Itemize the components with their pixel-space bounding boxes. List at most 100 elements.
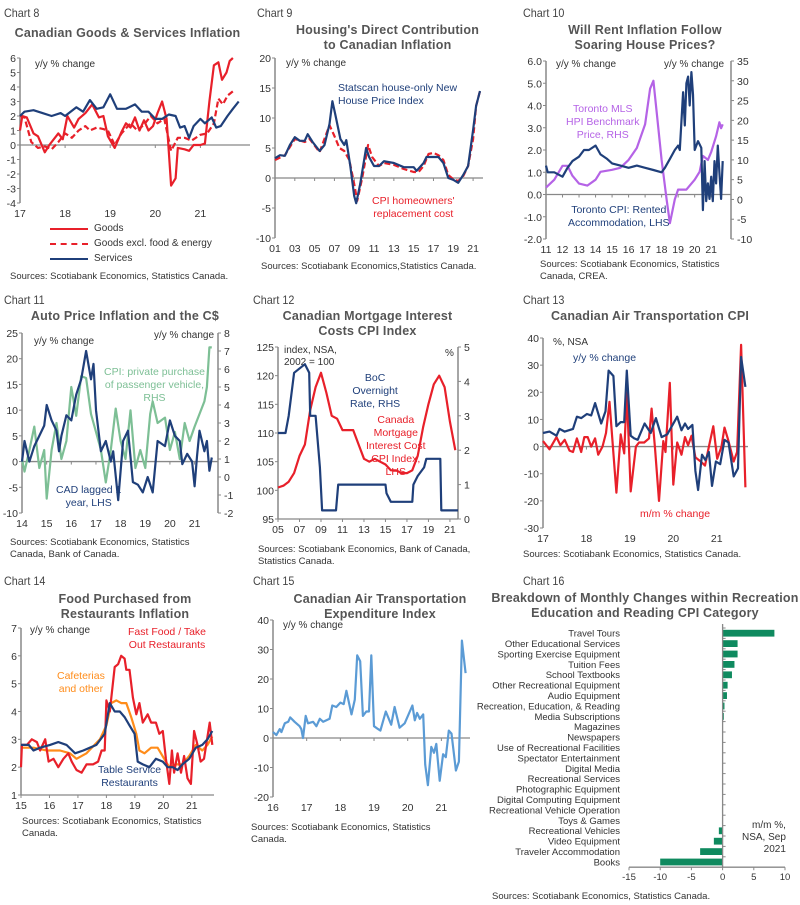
c13-y-tick-label: -10 bbox=[524, 469, 539, 481]
c8-y-tick-label: 1 bbox=[10, 126, 16, 138]
chart-9-source: Sources: Scotiabank Economics,Statistics… bbox=[261, 261, 477, 272]
c10-x-tick-label: 16 bbox=[623, 244, 635, 256]
c8-y-tick-label: 3 bbox=[10, 97, 16, 109]
c11-y2-tick-label: 3 bbox=[224, 418, 230, 430]
c8-y-tick-label: -2 bbox=[7, 169, 16, 181]
c10-y-tick-label: 0.0 bbox=[527, 190, 542, 202]
chart-15-label: Chart 15 bbox=[253, 574, 295, 588]
chart-16-title: Breakdown of Monthly Changes within Recr… bbox=[491, 591, 799, 620]
c15-x-tick-label: 18 bbox=[335, 802, 347, 814]
chart-12-label: Chart 12 bbox=[253, 293, 295, 307]
chart-10-unit-right: y/y % change bbox=[664, 59, 725, 70]
chart-12-mortgage-label: Canada Mortgage Interest Cost CPI Index,… bbox=[366, 414, 426, 478]
category-label: Digital Computing Equipment bbox=[497, 795, 620, 806]
chart-8-label: Chart 8 bbox=[4, 6, 40, 20]
chart-15-title: Canadian Air Transportation Expenditure … bbox=[293, 592, 467, 621]
c14-x-tick-label: 17 bbox=[72, 800, 84, 812]
c12-x-tick-label: 19 bbox=[423, 524, 435, 536]
c10-x-tick-label: 21 bbox=[705, 244, 717, 256]
c12-x-tick-label: 11 bbox=[337, 524, 348, 536]
c14-x-tick-label: 18 bbox=[101, 800, 113, 812]
chart-15-source: Sources: Scotiabank Economics, Statistic… bbox=[251, 822, 431, 845]
chart-10-label: Chart 10 bbox=[523, 6, 565, 20]
c13-series-line-1 bbox=[542, 355, 747, 492]
c9-y-tick-label: 10 bbox=[259, 113, 271, 125]
chart-14-fastfood-label: Fast Food / Take Out Restaurants bbox=[128, 626, 207, 651]
c14-x-tick-label: 15 bbox=[15, 800, 27, 812]
chart-13-yy-label: y/y % change bbox=[573, 352, 637, 364]
c9-y-tick-label: 5 bbox=[265, 143, 271, 155]
c12-y2-tick-label: 5 bbox=[464, 342, 470, 354]
chart-11-unit-right: y/y % change bbox=[154, 330, 215, 341]
c14-y-tick-label: 7 bbox=[11, 623, 17, 635]
c11-x-tick-label: 20 bbox=[164, 518, 176, 530]
chart-12-boc-label: BoC Overnight Rate, RHS bbox=[350, 372, 401, 410]
c8-y-tick-label: 0 bbox=[10, 140, 16, 152]
c11-y-tick-label: 10 bbox=[6, 405, 18, 417]
c15-x-tick-label: 20 bbox=[402, 802, 414, 814]
bar-1 bbox=[722, 640, 738, 647]
c14-series-line-2 bbox=[21, 701, 214, 772]
c11-y2-tick-label: 1 bbox=[224, 454, 230, 466]
category-label: Toys & Games bbox=[558, 816, 620, 827]
c15-y-tick-label: 40 bbox=[257, 615, 269, 627]
chart-11-cpi-label: CPI: private purchase of passenger vehic… bbox=[104, 366, 205, 404]
category-label: Newspapers bbox=[567, 733, 620, 744]
category-label: Digital Media bbox=[565, 764, 621, 775]
c9-x-tick-label: 15 bbox=[408, 243, 420, 255]
c11-x-tick-label: 16 bbox=[65, 518, 77, 530]
c11-y2-tick-label: -1 bbox=[224, 490, 233, 502]
c15-series-line-0 bbox=[272, 639, 467, 787]
c9-series-line-1 bbox=[274, 90, 482, 205]
category-label: Audio Equipment bbox=[548, 691, 621, 702]
chart-13-label: Chart 13 bbox=[523, 293, 565, 307]
c10-x-tick-label: 15 bbox=[606, 244, 618, 256]
c10-x-tick-label: 17 bbox=[639, 244, 651, 256]
c11-y-tick-label: -10 bbox=[3, 508, 18, 520]
c13-y-tick-label: 30 bbox=[527, 360, 539, 372]
c10-y-tick-label: 6.0 bbox=[527, 56, 542, 68]
chart-14-title: Food Purchased from Restaurants Inflatio… bbox=[58, 592, 192, 621]
c9-x-tick-label: 05 bbox=[309, 243, 321, 255]
c12-x-tick-label: 15 bbox=[380, 524, 392, 536]
c12-series-line-1 bbox=[278, 363, 458, 512]
chart-10-source: Sources: Scotiabank Economics, Statistic… bbox=[540, 259, 720, 282]
c12-y-tick-label: 125 bbox=[256, 342, 274, 354]
c9-series-line-0 bbox=[274, 90, 482, 202]
c13-x-tick-label: 19 bbox=[624, 533, 636, 545]
c11-y2-tick-label: 2 bbox=[224, 436, 230, 448]
c16-x-tick-label: 10 bbox=[780, 872, 791, 883]
c12-x-tick-label: 17 bbox=[401, 524, 413, 536]
chart-14-label: Chart 14 bbox=[4, 574, 46, 588]
c11-y-tick-label: 0 bbox=[12, 457, 18, 469]
c9-y-tick-label: -10 bbox=[256, 233, 271, 245]
c16-x-tick-label: -15 bbox=[622, 872, 636, 883]
c11-y2-tick-label: -2 bbox=[224, 508, 233, 520]
c8-y-tick-label: 2 bbox=[10, 111, 16, 123]
category-label: Other Recreational Equipment bbox=[492, 681, 620, 692]
c8-y-tick-label: -3 bbox=[7, 184, 16, 196]
category-label: Sporting Exercise Equipment bbox=[497, 649, 620, 660]
c10-y2-tick-label: 35 bbox=[737, 56, 749, 68]
c11-y-tick-label: 15 bbox=[6, 379, 18, 391]
c15-y-tick-label: -10 bbox=[254, 763, 269, 775]
chart-10-hpi-label: Toronto MLS HPI Benchmark Price, RHS bbox=[566, 103, 640, 141]
c16-x-tick-label: -5 bbox=[687, 872, 695, 883]
c13-y-tick-label: 0 bbox=[533, 442, 539, 454]
chart-9-nhpi-label: Statscan house-only New House Price Inde… bbox=[338, 82, 458, 107]
c14-x-tick-label: 20 bbox=[157, 800, 169, 812]
c10-y2-tick-label: 25 bbox=[737, 96, 749, 108]
c12-x-tick-label: 21 bbox=[444, 524, 456, 536]
chart-12-unit-right: % bbox=[445, 348, 454, 359]
category-label: Media Subscriptions bbox=[534, 712, 620, 723]
c11-x-tick-label: 19 bbox=[139, 518, 151, 530]
c14-y-tick-label: 3 bbox=[11, 734, 17, 746]
bar-3 bbox=[722, 661, 735, 668]
legend-services: Services bbox=[50, 253, 132, 264]
c12-y2-tick-label: 4 bbox=[464, 376, 470, 388]
category-label: Other Educational Services bbox=[505, 639, 620, 650]
c10-y2-tick-label: 5 bbox=[737, 175, 743, 187]
chart-12-title: Canadian Mortgage Interest Costs CPI Ind… bbox=[282, 309, 453, 338]
chart-9-label: Chart 9 bbox=[257, 6, 293, 20]
c11-x-tick-label: 15 bbox=[41, 518, 53, 530]
